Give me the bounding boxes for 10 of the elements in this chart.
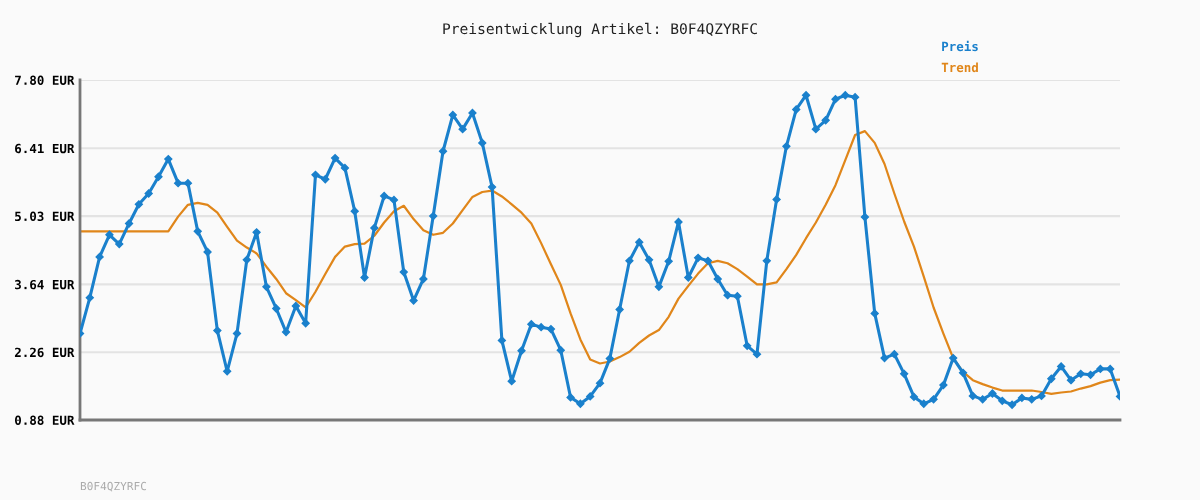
y-tick-label: 3.64 EUR — [15, 279, 75, 290]
text: B0F4QZYRFC — [80, 481, 147, 492]
y-tick-label: 2.26 EUR — [14, 347, 75, 358]
text: Preis — [942, 40, 978, 52]
y-tick-label: 5.03 EUR — [15, 211, 75, 222]
y-tick-label: 0.88 EUR — [14, 415, 75, 425]
chart-title: Preisentwicklung Artikel: B0F4QZYRFC — [443, 22, 757, 38]
y-tick-label: 6.41 EUR — [15, 143, 75, 154]
y-tick-label: 7.80 EUR — [15, 75, 75, 85]
text: Trend — [941, 62, 978, 73]
